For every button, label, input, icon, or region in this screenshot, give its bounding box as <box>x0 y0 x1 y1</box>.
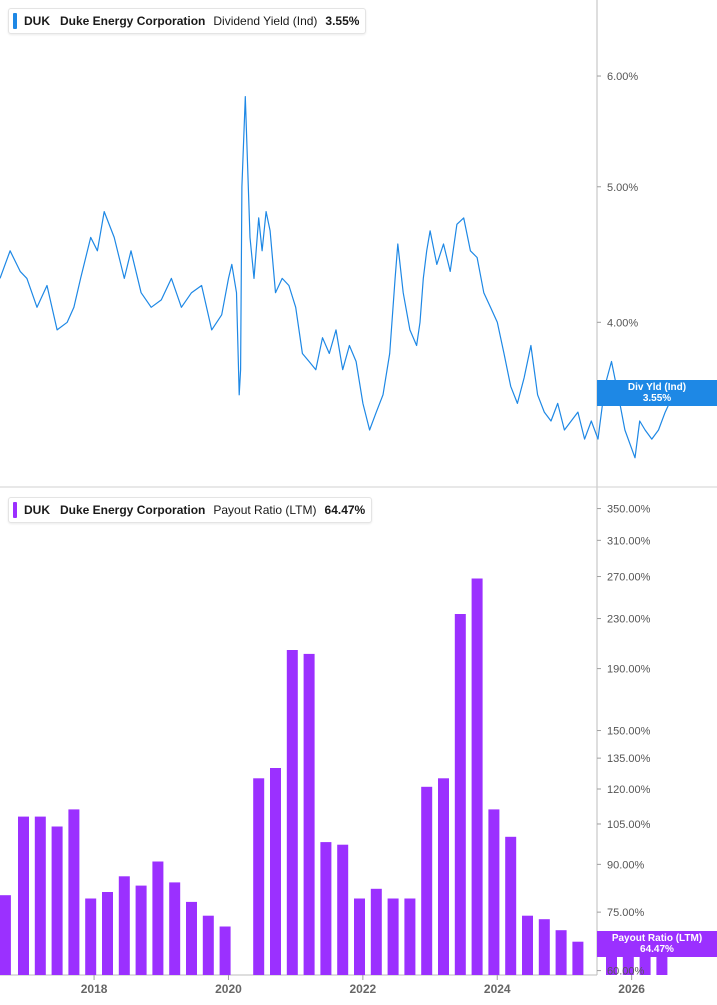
payout-y-tick-label: 60.00% <box>607 966 645 978</box>
payout-bar <box>488 809 500 975</box>
payout-bar <box>202 915 214 975</box>
payout-y-tick-label: 150.00% <box>607 726 651 738</box>
payout-y-tick-label: 270.00% <box>607 572 651 584</box>
payout-bar <box>538 919 550 975</box>
payout-bar <box>118 876 130 975</box>
payout-y-tick-label: 350.00% <box>607 504 651 516</box>
x-tick-label: 2020 <box>215 982 242 996</box>
payout-y-tick-label: 75.00% <box>607 907 645 919</box>
payout-tag-value: 64.47% <box>640 944 674 955</box>
payout-bar <box>85 898 97 975</box>
dividend-yield-plot <box>0 95 674 459</box>
payout-bar <box>387 898 399 975</box>
payout-bar <box>51 826 63 975</box>
payout-bar <box>169 882 181 975</box>
payout-y-tick-label: 190.00% <box>607 664 651 676</box>
payout-tag-label: Payout Ratio (LTM) <box>611 933 703 944</box>
yield-legend-company: Duke Energy Corporation <box>60 14 206 28</box>
payout-bar <box>320 842 332 975</box>
payout-y-tick-label: 105.00% <box>607 819 651 831</box>
payout-bar <box>18 816 29 975</box>
x-tick-label: 2024 <box>484 982 511 996</box>
payout-legend-company: Duke Energy Corporation <box>60 503 206 517</box>
payout-bar <box>337 844 349 975</box>
payout-bar <box>219 926 231 975</box>
payout-y-tick-label: 135.00% <box>607 753 651 765</box>
x-tick-label: 2026 <box>618 982 645 996</box>
payout-y-tick-label: 90.00% <box>607 859 645 871</box>
payout-bar <box>572 941 584 975</box>
yield-y-tick-label: 4.00% <box>607 317 638 329</box>
yield-legend-ticker: DUK <box>24 14 50 28</box>
payout-bar <box>421 786 433 975</box>
tick-labels: 4.00% 5.00% 6.00% 350.00% 310.00% 270.00% 230.… <box>81 71 651 996</box>
payout-legend-value: 64.47% <box>324 503 366 517</box>
payout-bar <box>639 953 651 975</box>
payout-bar <box>303 653 315 975</box>
x-tick-label: 2018 <box>81 982 108 996</box>
payout-bar <box>370 888 382 975</box>
x-tick-label: 2022 <box>350 982 377 996</box>
dividend-yield-line <box>0 95 674 459</box>
payout-bar <box>0 895 11 975</box>
payout-legend[interactable]: DUK Duke Energy Corporation Payout Ratio… <box>8 497 373 523</box>
payout-legend-ticker: DUK <box>24 503 50 517</box>
payout-bar <box>253 778 265 975</box>
payout-bar <box>622 949 634 975</box>
payout-bar <box>471 578 483 975</box>
yield-tag-label: Div Yld (Ind) <box>627 382 687 393</box>
payout-bar <box>404 898 416 975</box>
payout-bar <box>522 915 533 975</box>
payout-bar <box>68 809 80 975</box>
payout-bar <box>656 955 668 975</box>
payout-bar <box>354 898 365 975</box>
payout-bar <box>186 901 197 975</box>
payout-value-tag: Payout Ratio (LTM) 64.47% <box>597 931 717 957</box>
payout-y-tick-label: 310.00% <box>607 535 651 547</box>
yield-tag-value: 3.55% <box>642 393 672 404</box>
payout-bar <box>152 861 164 975</box>
yield-legend-value: 3.55% <box>325 14 360 28</box>
payout-bar <box>555 930 567 975</box>
payout-y-tick-label: 120.00% <box>607 784 651 796</box>
yield-value-tag: Div Yld (Ind) 3.55% <box>597 380 717 406</box>
yield-y-tick-label: 6.00% <box>607 71 638 83</box>
yield-y-tick-label: 5.00% <box>607 182 638 194</box>
payout-bar <box>606 953 617 975</box>
payout-legend-metric: Payout Ratio (LTM) <box>213 503 317 517</box>
payout-legend-swatch <box>13 502 17 518</box>
payout-bar <box>34 816 46 975</box>
payout-bar <box>454 614 466 975</box>
payout-bar <box>438 778 449 975</box>
payout-bar <box>270 768 281 975</box>
payout-bar <box>286 650 298 975</box>
yield-legend-metric: Dividend Yield (Ind) <box>213 14 318 28</box>
yield-legend[interactable]: DUK Duke Energy Corporation Dividend Yie… <box>8 8 367 34</box>
payout-y-tick-label: 230.00% <box>607 614 651 626</box>
yield-legend-swatch <box>13 13 17 29</box>
payout-bar <box>505 836 517 975</box>
payout-bar <box>135 885 147 975</box>
payout-bar <box>102 892 113 975</box>
payout-ratio-plot <box>0 578 668 975</box>
